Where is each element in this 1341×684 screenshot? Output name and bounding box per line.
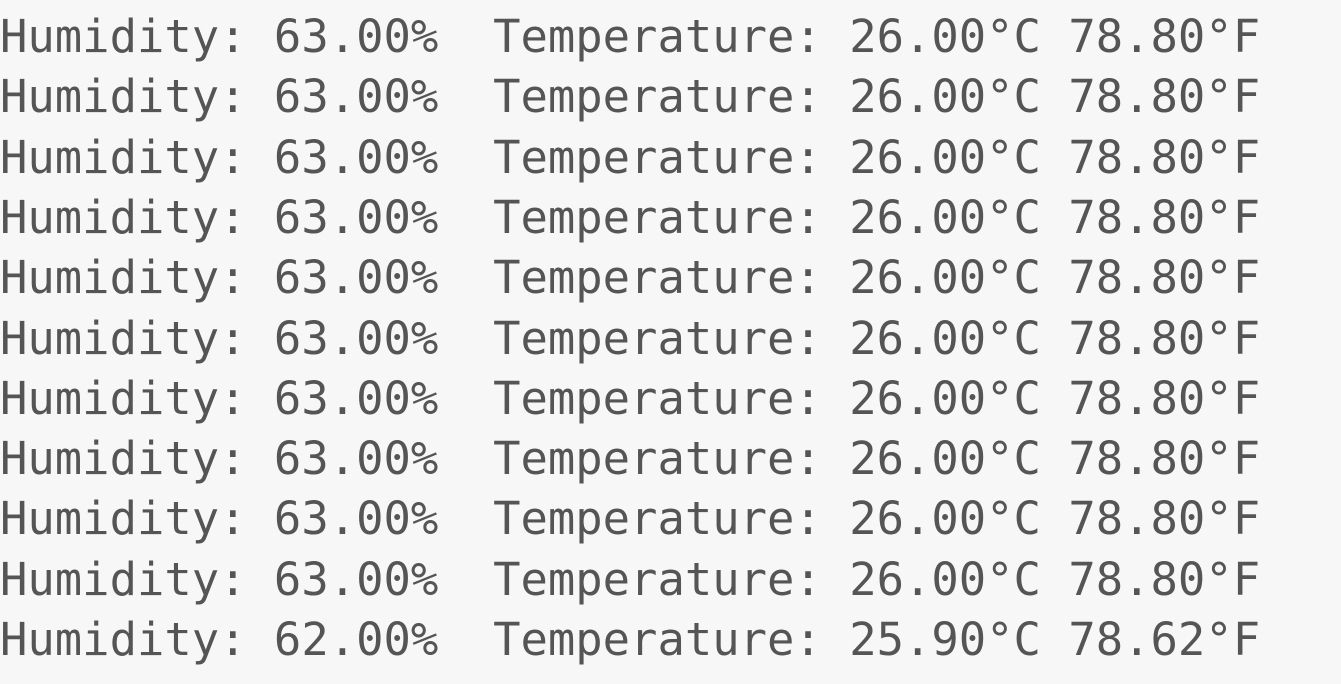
output-line: Humidity: 62.00% Temperature: 25.90°C 78… [0,613,1261,666]
output-line: Humidity: 63.00% Temperature: 26.00°C 78… [0,492,1261,546]
output-line: Humidity: 63.00% Temperature: 26.00°C 78… [0,10,1261,63]
output-line: Humidity: 63.00% Temperature: 26.00°C 78… [0,432,1261,486]
output-line: Humidity: 63.00% Temperature: 26.00°C 78… [0,311,1261,365]
output-line: Humidity: 63.00% Temperature: 26.00°C 78… [0,190,1261,244]
output-line: Humidity: 63.00% Temperature: 26.00°C 78… [0,552,1261,606]
output-line: Humidity: 63.00% Temperature: 26.00°C 78… [0,251,1261,305]
output-line: Humidity: 63.00% Temperature: 26.00°C 78… [0,130,1261,184]
output-line: Humidity: 63.00% Temperature: 26.00°C 78… [0,70,1261,124]
output-line: Humidity: 63.00% Temperature: 26.00°C 78… [0,371,1261,425]
